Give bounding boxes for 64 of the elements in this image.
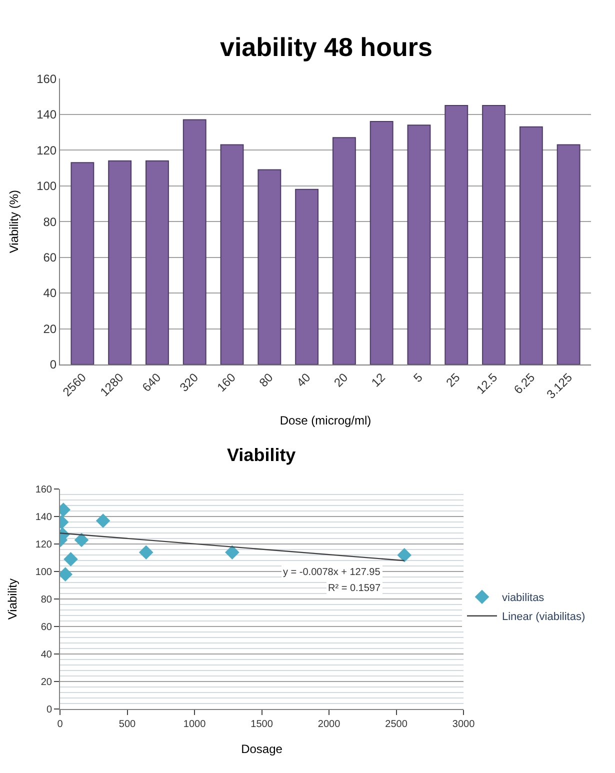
y-tick-label: 40 bbox=[40, 650, 52, 661]
chart-title: viability 48 hours bbox=[220, 32, 432, 62]
legend-label: Linear (viabilitas) bbox=[502, 611, 586, 624]
x-tick-label: 80 bbox=[256, 370, 276, 390]
y-tick-label: 120 bbox=[36, 143, 57, 158]
x-tick-label: 3000 bbox=[452, 719, 476, 730]
bar bbox=[556, 144, 580, 365]
bar bbox=[332, 137, 356, 365]
y-tick-label: 60 bbox=[43, 250, 57, 265]
bar bbox=[108, 160, 132, 365]
point bbox=[397, 548, 412, 562]
x-tick-label: 500 bbox=[118, 719, 136, 730]
x-tick-label: 2000 bbox=[318, 719, 341, 730]
y-tick-label: 100 bbox=[36, 179, 57, 194]
x-tick-label: 12 bbox=[368, 370, 388, 390]
y-tick-label: 140 bbox=[35, 512, 52, 524]
y-tick-label: 100 bbox=[35, 567, 52, 578]
bar bbox=[519, 126, 543, 365]
y-tick-label: 40 bbox=[43, 286, 57, 300]
y-tick-label: 60 bbox=[40, 622, 52, 634]
y-axis-title: Viability bbox=[6, 578, 20, 620]
point bbox=[96, 514, 110, 528]
x-tick-label: 25 bbox=[443, 370, 463, 390]
bar bbox=[370, 121, 394, 365]
bar bbox=[295, 188, 319, 365]
bar bbox=[482, 104, 506, 365]
annotation: R² = 0.1597 bbox=[328, 583, 381, 594]
y-tick-label: 120 bbox=[35, 540, 52, 551]
x-tick-label: 5 bbox=[410, 370, 426, 386]
x-tick-label: 640 bbox=[140, 370, 164, 394]
y-tick-label: 80 bbox=[43, 214, 57, 229]
point bbox=[60, 567, 73, 582]
bar bbox=[407, 124, 431, 365]
x-tick-label: 40 bbox=[294, 370, 314, 390]
point bbox=[225, 545, 240, 560]
y-tick-label: 160 bbox=[35, 484, 52, 496]
bar bbox=[444, 104, 468, 365]
x-tick-label: 2500 bbox=[385, 719, 408, 730]
bar bbox=[146, 160, 169, 365]
y-tick-label: 140 bbox=[36, 108, 57, 122]
x-tick-label: 320 bbox=[176, 370, 202, 394]
y-tick-label: 0 bbox=[50, 358, 57, 372]
y-tick-label: 160 bbox=[36, 72, 57, 86]
bar bbox=[258, 169, 282, 365]
x-tick-label: 1500 bbox=[250, 719, 274, 730]
x-axis-title: Dosage bbox=[241, 742, 283, 756]
y-tick-label: 20 bbox=[43, 322, 57, 336]
bar bbox=[182, 119, 206, 365]
legend-label: viabilitas bbox=[502, 592, 545, 604]
y-tick-label: 80 bbox=[40, 594, 52, 606]
x-axis-title: Dose (microg/ml) bbox=[280, 413, 372, 428]
point bbox=[138, 545, 154, 560]
bar bbox=[220, 144, 244, 365]
y-tick-label: 20 bbox=[40, 677, 52, 688]
y-axis-title: Viability (%) bbox=[6, 190, 21, 254]
point bbox=[74, 532, 89, 548]
x-tick-label: 1000 bbox=[183, 719, 206, 730]
chart-title: Viability bbox=[227, 445, 296, 465]
bar bbox=[70, 162, 94, 365]
x-tick-label: 20 bbox=[331, 370, 351, 390]
point bbox=[64, 552, 78, 566]
y-tick-label: 0 bbox=[46, 704, 52, 716]
x-tick-label: 160 bbox=[214, 370, 239, 394]
annotation: y = -0.0078x + 127.95 bbox=[283, 567, 381, 578]
